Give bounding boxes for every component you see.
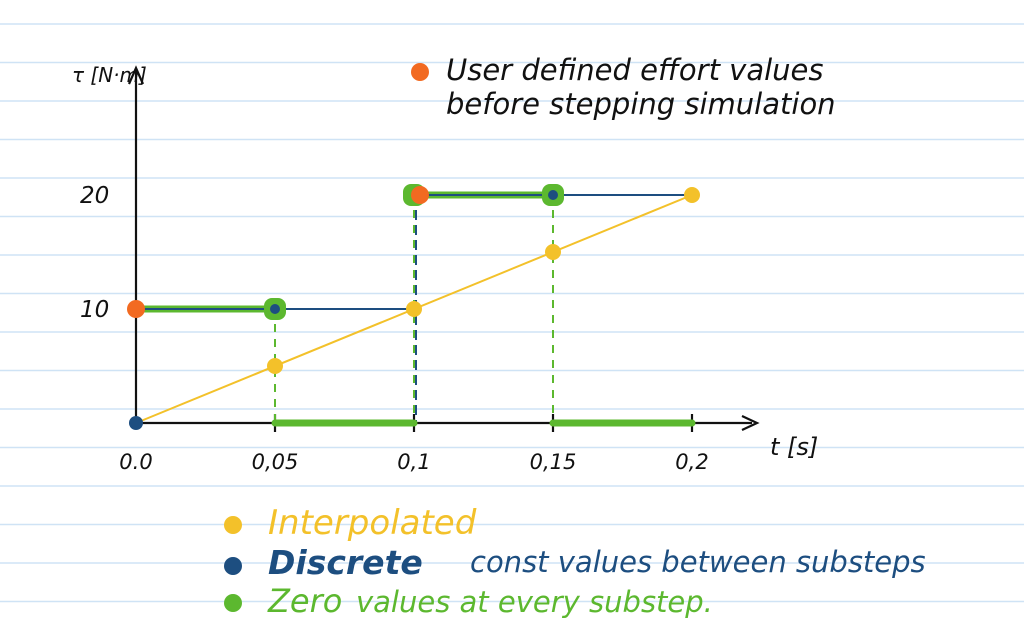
y-tick-label: 20 [80,183,109,209]
x-tick-label: 0.0 [119,450,152,474]
x-tick-label: 0,05 [252,450,299,474]
x-axis-arrow-icon [741,415,760,431]
discrete-point [548,190,558,200]
x-tick-label: 0,1 [397,450,430,474]
annotation-dot [411,63,429,81]
interpolated-point [684,187,700,203]
y-tick-label: 10 [80,297,109,323]
legend-note-discrete: const values between substeps [470,545,926,579]
discrete-point [270,304,280,314]
discrete-point [129,416,143,430]
user-defined-point [411,186,429,204]
legend-dot-zero [224,594,242,612]
x-axis-label: t [s] [770,433,818,461]
y-axis-label: τ [N·m] [72,63,147,87]
legend-dot-interpolated [224,516,242,534]
points-layer [127,184,700,430]
interpolated-point [406,301,422,317]
annotation-line-2: before stepping simulation [446,87,836,121]
legend-dot-discrete [224,557,242,575]
legend-label-zero: Zero [267,582,342,620]
legend: Interpolated Discrete const values betwe… [224,503,926,620]
interpolated-point [267,358,283,374]
ticks: 0.0 0,05 0,1 0,15 0,2 10 20 [80,183,709,474]
user-defined-point [127,300,145,318]
y-axis-arrow-icon [127,65,145,85]
legend-label-interpolated: Interpolated [268,503,477,543]
annotation-line-1: User defined effort values [446,53,824,87]
interpolated-point [545,244,561,260]
legend-label-discrete: Discrete [268,543,423,582]
x-tick-label: 0,15 [530,450,577,474]
legend-note-zero: values at every substep. [356,585,713,619]
axes [127,65,760,431]
x-tick-label: 0,2 [675,450,708,474]
